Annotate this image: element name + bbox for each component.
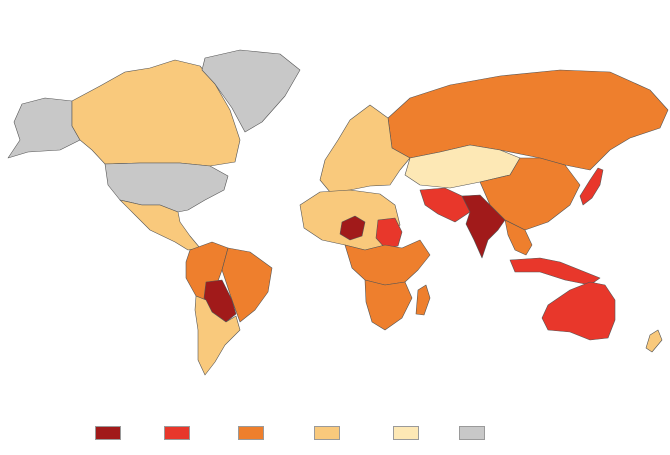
iran-pakistan-region[interactable] — [419, 187, 471, 223]
legend-swatch-level3 — [238, 426, 264, 440]
central-africa-region[interactable] — [344, 239, 431, 286]
indonesia-region[interactable] — [509, 257, 601, 286]
legend-swatch-level5 — [393, 426, 419, 440]
sudan-region[interactable] — [375, 217, 403, 249]
legend-swatch-level1 — [95, 426, 121, 440]
canada-region[interactable] — [71, 59, 241, 167]
madagascar-region[interactable] — [415, 284, 431, 316]
southern-africa-region[interactable] — [364, 279, 413, 331]
usa-region[interactable] — [104, 162, 229, 213]
brazil-region[interactable] — [221, 247, 273, 323]
southeast-asia-region[interactable] — [504, 219, 533, 256]
legend-swatch-level4 — [314, 426, 340, 440]
australia-region[interactable] — [541, 281, 616, 341]
legend-swatch-nodata — [459, 426, 485, 440]
niger-region[interactable] — [339, 215, 366, 241]
india-region[interactable] — [461, 194, 506, 259]
greenland-region[interactable] — [201, 49, 301, 133]
mexico-central-america-region[interactable] — [119, 199, 201, 251]
new-zealand-region[interactable] — [645, 329, 663, 353]
legend — [0, 418, 670, 448]
alaska-region[interactable] — [7, 97, 81, 159]
argentina-chile-region[interactable] — [194, 295, 241, 376]
legend-swatch-level2 — [164, 426, 190, 440]
japan-region[interactable] — [579, 167, 604, 206]
europe-region[interactable] — [319, 104, 411, 193]
world-map — [7, 49, 669, 376]
